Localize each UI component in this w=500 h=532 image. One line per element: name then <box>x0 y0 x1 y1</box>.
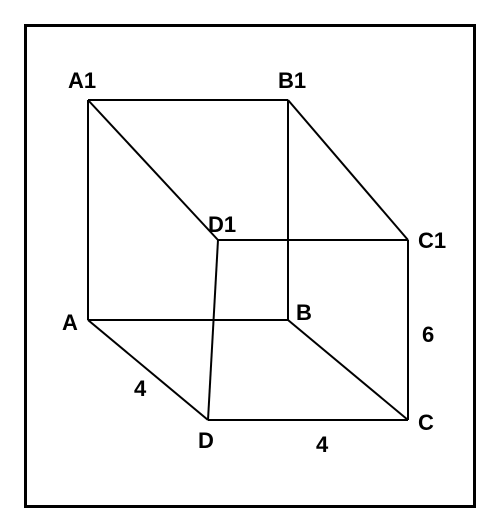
vertex-label-A: A <box>62 310 78 336</box>
vertex-label-D1: D1 <box>208 212 236 238</box>
vertex-label-B: B <box>296 300 312 326</box>
edge-label-DC: 4 <box>316 432 328 458</box>
edge-A1-D1 <box>88 100 218 240</box>
edge-label-CC1: 6 <box>422 322 434 348</box>
vertex-label-B1: B1 <box>278 68 306 94</box>
vertex-label-C1: C1 <box>418 228 446 254</box>
vertex-label-C: C <box>418 410 434 436</box>
vertex-label-A1: A1 <box>68 68 96 94</box>
edge-label-AD: 4 <box>134 376 146 402</box>
edge-D1-D <box>208 240 218 420</box>
edge-A-D <box>88 320 208 420</box>
geometry-diagram: A1 B1 D1 C1 A B D C 4 4 6 <box>0 0 500 532</box>
vertex-label-D: D <box>198 428 214 454</box>
edge-B1-C1 <box>288 100 408 240</box>
edge-B-C <box>288 320 408 420</box>
